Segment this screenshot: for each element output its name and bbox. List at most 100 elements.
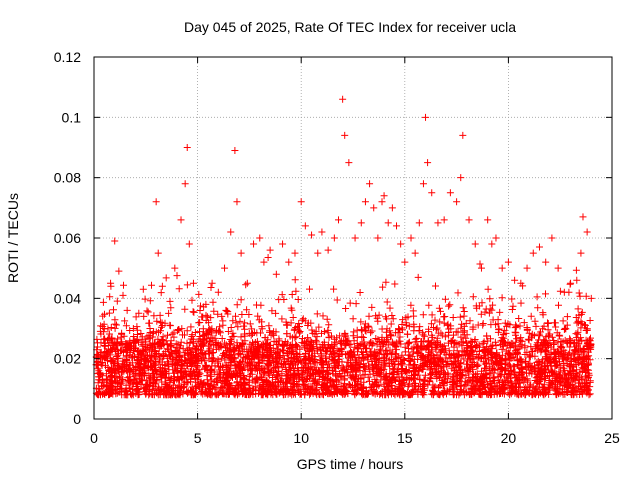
data-point <box>334 216 342 224</box>
data-point <box>473 370 481 378</box>
data-point <box>477 264 485 272</box>
data-point <box>573 276 581 284</box>
data-point <box>125 367 133 375</box>
data-point <box>451 367 459 375</box>
data-point <box>401 258 409 266</box>
data-point <box>324 246 332 254</box>
data-point <box>511 276 519 284</box>
data-point <box>173 367 181 375</box>
data-point <box>388 204 396 212</box>
data-point <box>488 240 496 248</box>
data-point <box>165 309 173 317</box>
data-point <box>494 373 502 381</box>
data-point <box>289 373 297 381</box>
data-point <box>374 234 382 242</box>
data-point <box>339 95 347 103</box>
data-point <box>212 376 220 384</box>
data-point <box>409 364 417 372</box>
data-point <box>231 147 239 155</box>
data-point <box>196 318 204 326</box>
data-point <box>310 370 318 378</box>
data-point <box>407 234 415 242</box>
data-point <box>579 213 587 221</box>
data-point <box>560 288 568 296</box>
data-point <box>434 219 442 227</box>
data-point <box>158 282 166 290</box>
data-point <box>351 234 359 242</box>
data-point <box>111 237 119 245</box>
data-point <box>345 159 353 167</box>
data-point <box>361 198 369 206</box>
data-point <box>202 300 210 308</box>
y-axis-label: ROTI / TECUs <box>5 193 21 283</box>
data-point <box>285 258 293 266</box>
data-point <box>227 228 235 236</box>
data-point <box>171 264 179 272</box>
data-point <box>575 376 583 384</box>
x-tick-label: 10 <box>293 430 309 446</box>
data-point <box>484 216 492 224</box>
x-tick-label: 20 <box>501 430 517 446</box>
data-point <box>366 180 374 188</box>
data-point <box>372 355 380 363</box>
data-point <box>542 258 550 266</box>
data-point <box>225 370 233 378</box>
data-point <box>330 234 338 242</box>
x-axis-label: GPS time / hours <box>297 456 404 472</box>
data-point <box>357 219 365 227</box>
data-point <box>214 288 222 296</box>
data-point <box>183 144 191 151</box>
data-point <box>424 159 432 167</box>
data-point <box>260 258 268 266</box>
data-point <box>154 249 162 257</box>
data-point <box>459 131 467 139</box>
x-tick-label: 15 <box>397 430 413 446</box>
data-point <box>243 279 251 287</box>
data-point <box>432 358 440 366</box>
data-point <box>554 264 562 272</box>
data-point <box>556 373 564 381</box>
data-point <box>515 376 523 384</box>
data-point <box>390 361 398 369</box>
data-point <box>268 379 276 387</box>
data-point <box>341 131 349 139</box>
data-point <box>177 216 185 224</box>
y-tick-label: 0.02 <box>54 351 81 367</box>
data-point <box>419 180 427 188</box>
data-point <box>384 219 392 227</box>
data-point <box>370 204 378 212</box>
data-point <box>123 306 131 314</box>
data-point <box>100 325 108 332</box>
data-point <box>308 231 316 239</box>
data-point <box>96 349 104 357</box>
x-tick-label: 0 <box>90 430 98 446</box>
data-point <box>548 234 556 242</box>
data-point <box>393 222 401 230</box>
data-point <box>156 370 164 378</box>
data-point <box>94 379 102 387</box>
data-point <box>266 246 274 254</box>
data-point <box>567 279 575 287</box>
data-point <box>415 219 423 227</box>
data-point <box>492 234 500 242</box>
data-point <box>113 373 121 381</box>
data-point <box>107 279 115 287</box>
axis-ticks: 0 5 10 15 20 25 0 0.02 0.04 0.06 0.08 0.1 0.12 <box>54 49 620 446</box>
y-tick-label: 0.12 <box>54 49 81 65</box>
data-point <box>279 240 287 248</box>
data-points <box>92 95 595 399</box>
y-tick-label: 0.06 <box>54 230 81 246</box>
data-point <box>411 249 419 257</box>
data-point <box>328 367 336 375</box>
data-point <box>185 240 193 248</box>
data-point <box>523 264 531 272</box>
data-point <box>318 228 326 236</box>
data-point <box>237 249 245 257</box>
data-point <box>301 222 309 230</box>
data-point <box>250 240 258 248</box>
data-point <box>134 331 142 339</box>
data-point <box>297 198 305 206</box>
data-point <box>504 258 512 266</box>
